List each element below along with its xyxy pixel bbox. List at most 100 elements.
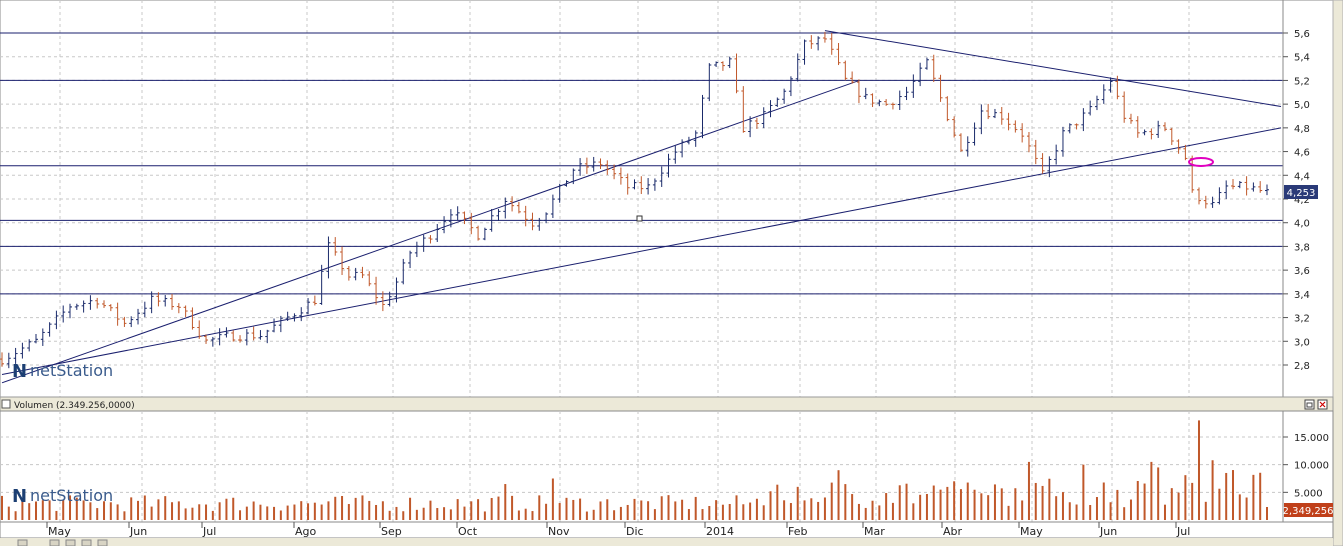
- volume-bar: [1021, 500, 1024, 520]
- price-bar: [727, 56, 732, 69]
- price-bar: [931, 54, 936, 83]
- price-bar: [387, 291, 392, 307]
- volume-bar: [381, 501, 384, 520]
- volume-bar: [1218, 488, 1221, 520]
- price-bar: [183, 305, 188, 318]
- price-bar: [54, 310, 59, 330]
- volume-panel[interactable]: N netStation: [0, 410, 1284, 523]
- price-bar: [421, 234, 426, 252]
- price-bar: [204, 334, 209, 344]
- price-bar: [612, 164, 617, 180]
- price-panel[interactable]: N netStation: [0, 0, 1284, 398]
- price-bar: [455, 206, 460, 221]
- price-bar: [292, 313, 297, 322]
- price-bar: [1122, 91, 1127, 123]
- volume-bar: [123, 511, 126, 520]
- price-bar: [625, 173, 630, 195]
- volume-bar: [565, 497, 568, 520]
- price-bar: [1237, 181, 1242, 189]
- volume-bar: [905, 483, 908, 520]
- volume-bar: [116, 504, 119, 520]
- volume-bar: [82, 500, 85, 520]
- trendline[interactable]: [824, 30, 1282, 108]
- price-bar: [761, 107, 766, 129]
- volume-bar: [742, 504, 745, 520]
- volume-bar: [701, 509, 704, 520]
- volume-bar: [973, 489, 976, 520]
- volume-bar: [592, 509, 595, 520]
- volume-bar: [1007, 505, 1010, 520]
- price-bar: [1094, 95, 1099, 111]
- volume-bar: [823, 497, 826, 520]
- price-bar: [693, 130, 698, 147]
- price-bar: [401, 258, 406, 285]
- price-bar: [748, 116, 753, 138]
- toolbar-button[interactable]: [49, 539, 60, 546]
- volume-bar: [361, 495, 364, 520]
- price-bar: [734, 53, 739, 94]
- price-bar: [652, 178, 657, 191]
- volume-bar: [225, 498, 228, 520]
- volume-bar: [925, 493, 928, 520]
- price-bar: [95, 297, 100, 309]
- price-bar: [496, 208, 501, 221]
- toolbar-button[interactable]: [97, 539, 108, 546]
- volume-bar: [1048, 478, 1051, 520]
- toolbar-button[interactable]: [81, 539, 92, 546]
- volume-bar: [137, 500, 140, 520]
- volume-bar: [1, 495, 3, 520]
- volume-bar: [497, 496, 500, 520]
- toolbar-button[interactable]: [17, 539, 28, 546]
- volume-bar: [239, 510, 242, 520]
- restore-icon[interactable]: [1304, 399, 1315, 410]
- volume-bar: [368, 500, 371, 520]
- toolbar-button[interactable]: [65, 539, 76, 546]
- volume-bar: [891, 502, 894, 520]
- volume-bar: [69, 495, 72, 520]
- time-tick-label: Feb: [788, 525, 807, 538]
- volume-bar: [776, 484, 779, 520]
- price-bar: [952, 116, 957, 138]
- price-bar: [88, 295, 93, 310]
- volume-bar: [177, 501, 180, 520]
- volume-bar: [1143, 483, 1146, 520]
- volume-bar: [218, 502, 221, 520]
- volume-bar: [755, 498, 758, 520]
- volume-bar: [1000, 488, 1003, 520]
- price-bar: [367, 271, 372, 287]
- volume-tick-label: 5.000: [1294, 488, 1323, 499]
- trendline[interactable]: [1, 79, 860, 384]
- volume-bar: [171, 502, 174, 520]
- price-bar: [156, 292, 161, 307]
- volume-bar: [633, 498, 636, 520]
- price-bar: [802, 39, 807, 65]
- price-bar: [680, 139, 685, 158]
- volume-bar: [762, 505, 765, 520]
- volume-tick-label: 10.000: [1294, 461, 1329, 472]
- volume-bar: [395, 506, 398, 520]
- volume-bar: [817, 501, 820, 520]
- anchor-marker[interactable]: [636, 215, 643, 222]
- price-bar: [999, 107, 1004, 125]
- volume-bar: [48, 500, 51, 520]
- volume-bar: [334, 496, 337, 520]
- collapse-icon[interactable]: [1, 399, 11, 409]
- price-bar: [258, 330, 263, 340]
- price-bar: [469, 212, 474, 235]
- volume-bar: [857, 503, 860, 520]
- price-bar: [537, 217, 542, 231]
- volume-bar: [449, 509, 452, 520]
- price-bar: [1142, 129, 1147, 136]
- price-bar: [176, 303, 181, 314]
- trendline[interactable]: [1, 127, 1282, 375]
- price-bar: [1101, 84, 1106, 104]
- volume-bar: [1116, 489, 1119, 520]
- volume-bars: [1, 420, 1268, 520]
- volume-bar: [1170, 488, 1173, 520]
- price-bar: [924, 57, 929, 70]
- price-bar: [20, 342, 25, 359]
- right-scrollbar[interactable]: [1332, 0, 1343, 546]
- price-bar: [775, 97, 780, 107]
- price-bar: [47, 322, 52, 337]
- price-bar: [822, 31, 827, 43]
